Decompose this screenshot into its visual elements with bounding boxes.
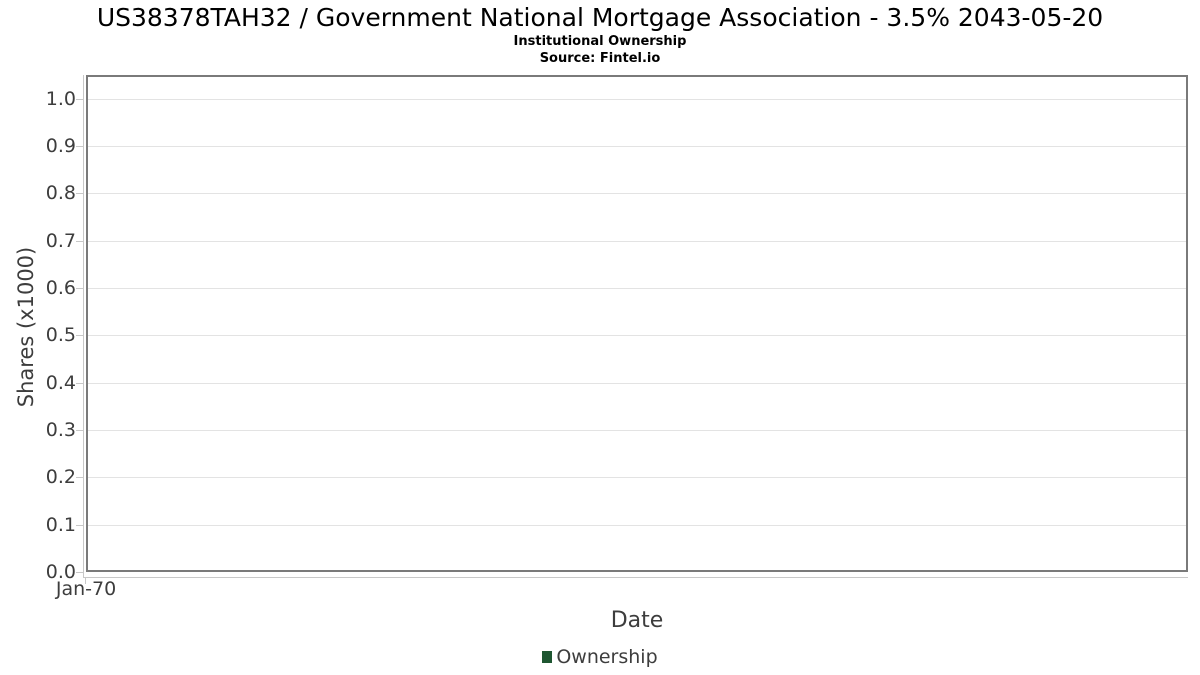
y-axis-tick-0.4 <box>76 382 84 384</box>
gridline-y-0.6 <box>88 288 1186 289</box>
x-axis-title: Date <box>610 608 664 633</box>
y-tick-label: 0.1 <box>45 513 76 536</box>
y-tick-label: 0.0 <box>45 561 76 583</box>
legend-label: Ownership <box>556 646 658 668</box>
gridline-y-0.3 <box>88 430 1186 431</box>
gridline-y-1.0 <box>88 98 1186 100</box>
gridline-y-0.9 <box>88 146 1186 147</box>
y-axis-tick-0.5 <box>76 335 84 337</box>
chart-title: US38378TAH32 / Government National Mortg… <box>96 3 1104 32</box>
gridline-y-0.4 <box>88 382 1186 384</box>
chart-subtitle: Institutional Ownership <box>513 34 687 49</box>
y-tick-label: 0.2 <box>45 466 76 489</box>
y-axis-tick-0.9 <box>76 146 84 147</box>
y-axis-tick-0.3 <box>76 430 84 431</box>
x-tick-label: Jan-70 <box>55 578 117 600</box>
y-axis-tick-0.0 <box>76 572 84 573</box>
legend: Ownership <box>0 646 1200 668</box>
legend-item-ownership[interactable]: Ownership <box>542 646 658 668</box>
legend-swatch-icon <box>542 651 553 663</box>
plot-area <box>86 75 1188 572</box>
gridline-y-0.5 <box>88 335 1186 337</box>
gridline-y-0.1 <box>88 524 1186 526</box>
y-tick-label: 0.4 <box>45 371 76 394</box>
y-tick-label: 0.6 <box>45 277 76 299</box>
x-axis-tick <box>85 577 86 584</box>
y-axis-labels: 0.0 0.1 0.2 0.3 0.4 0.5 0.6 0.7 0.8 0.9 1.0 <box>0 75 76 582</box>
y-tick-label: 0.7 <box>45 229 76 252</box>
x-axis-line <box>83 577 1188 578</box>
gridline-y-0.7 <box>88 240 1186 242</box>
gridline-y-0.8 <box>88 193 1186 195</box>
y-tick-label: 1.0 <box>45 87 76 110</box>
y-axis-tick-1.0 <box>76 98 84 100</box>
y-tick-label: 0.3 <box>45 419 76 441</box>
y-axis-line <box>83 75 84 578</box>
gridline-y-0.2 <box>88 477 1186 479</box>
y-axis-tick-0.7 <box>76 240 84 242</box>
y-tick-label: 0.5 <box>45 324 76 347</box>
chart-source-attribution: Source: Fintel.io <box>539 51 661 66</box>
y-tick-label: 0.8 <box>45 182 76 205</box>
y-axis-tick-0.2 <box>76 477 84 479</box>
y-axis-tick-0.8 <box>76 193 84 195</box>
y-axis-tick-0.1 <box>76 524 84 526</box>
y-axis-tick-0.6 <box>76 288 84 289</box>
y-tick-label: 0.9 <box>45 135 76 157</box>
